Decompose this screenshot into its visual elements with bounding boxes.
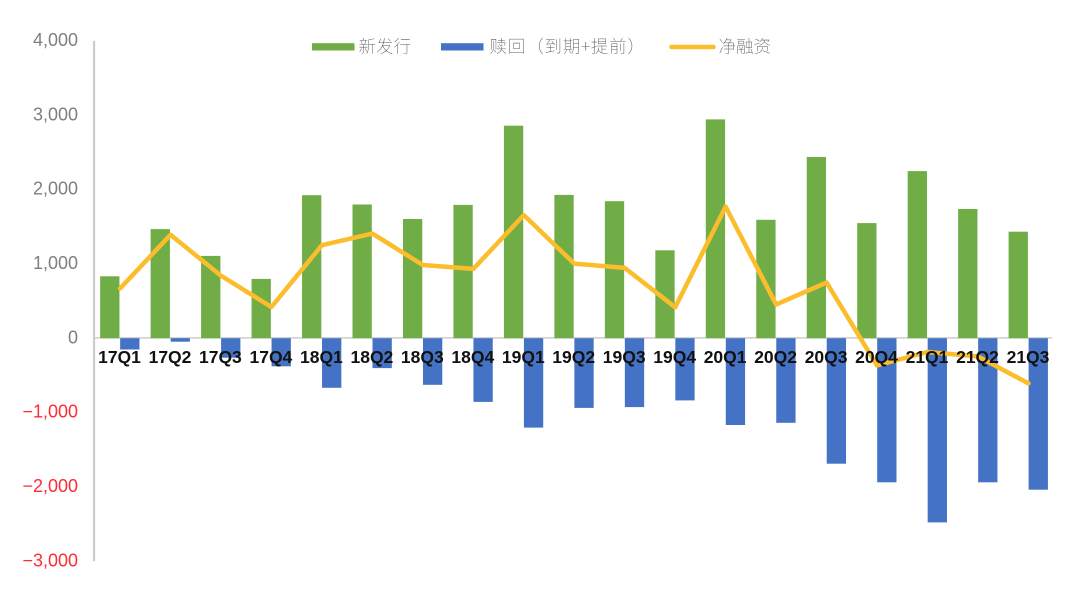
svg-text:20Q1: 20Q1 xyxy=(704,347,747,367)
svg-text:17Q4: 17Q4 xyxy=(249,347,292,367)
svg-text:18Q3: 18Q3 xyxy=(401,347,444,367)
svg-text:21Q2: 21Q2 xyxy=(956,347,999,367)
svg-text:17Q3: 17Q3 xyxy=(199,347,242,367)
svg-text:19Q2: 19Q2 xyxy=(552,347,595,367)
svg-text:19Q4: 19Q4 xyxy=(653,347,696,367)
svg-text:19Q1: 19Q1 xyxy=(502,347,545,367)
svg-text:18Q1: 18Q1 xyxy=(300,347,343,367)
svg-text:2,000: 2,000 xyxy=(33,179,78,199)
svg-text:−3,000: −3,000 xyxy=(22,550,78,570)
svg-text:21Q3: 21Q3 xyxy=(1007,347,1050,367)
svg-text:18Q4: 18Q4 xyxy=(451,347,494,367)
svg-text:1,000: 1,000 xyxy=(33,253,78,273)
svg-text:20Q4: 20Q4 xyxy=(855,347,898,367)
svg-text:17Q2: 17Q2 xyxy=(149,347,192,367)
svg-text:−2,000: −2,000 xyxy=(22,476,78,496)
svg-text:4,000: 4,000 xyxy=(33,30,78,50)
svg-text:18Q2: 18Q2 xyxy=(350,347,393,367)
svg-text:−1,000: −1,000 xyxy=(22,402,78,422)
svg-text:17Q1: 17Q1 xyxy=(98,347,141,367)
svg-text:20Q3: 20Q3 xyxy=(805,347,848,367)
svg-text:21Q1: 21Q1 xyxy=(906,347,949,367)
svg-text:0: 0 xyxy=(68,327,78,347)
svg-text:3,000: 3,000 xyxy=(33,104,78,124)
svg-text:19Q3: 19Q3 xyxy=(603,347,646,367)
svg-text:20Q2: 20Q2 xyxy=(754,347,797,367)
